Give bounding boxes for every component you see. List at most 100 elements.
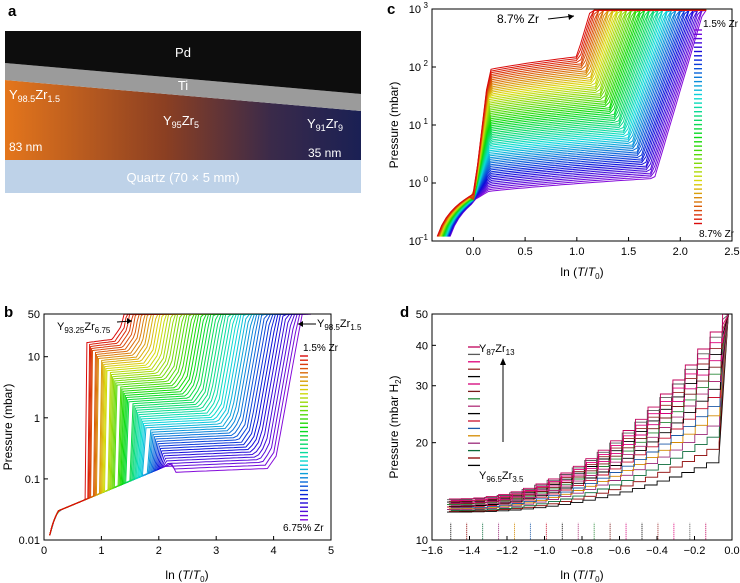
panel-d-ytick-label: 30	[416, 381, 428, 393]
panel-d-letter: d	[400, 304, 409, 321]
composition-mid-label: Y95Zr5	[163, 113, 199, 130]
panel-d-isotherm	[447, 314, 729, 503]
quartz-substrate	[5, 160, 361, 193]
panel-d-xtick-label: −0.4	[646, 545, 668, 557]
panel-c-ytick-label: 10	[409, 120, 421, 132]
panel-b-xtick-label: 5	[328, 545, 334, 557]
panel-c-isotherm	[445, 9, 707, 237]
panel-a-letter: a	[8, 3, 17, 20]
panel-c-isotherm	[446, 9, 707, 237]
panel-c-isotherm	[448, 9, 707, 237]
panel-b-arrow-right-head	[298, 321, 303, 327]
panel-d-xtick-label: −1.4	[459, 545, 481, 557]
panel-d-ytick-label: 50	[416, 309, 428, 321]
panel-b-xtick-label: 1	[98, 545, 104, 557]
panel-c-xtick-label: 2.0	[673, 246, 688, 258]
panel-b-xlabel: ln (T/T0)	[165, 568, 208, 583]
panel-c-ytick-label: 10	[409, 62, 421, 74]
panel-d-xtick-label: 0.0	[724, 545, 739, 557]
panel-d-isotherm	[448, 313, 729, 500]
panel-c-ytick-exponent: 2	[424, 59, 429, 68]
panel-d-xtick-label: −0.2	[684, 545, 706, 557]
panel-d-annotation-bottom: Y96.5Zr3.5	[479, 470, 524, 484]
panel-b-isotherm	[49, 313, 167, 536]
panel-c-isotherm	[441, 9, 707, 237]
panel-d-annotation-top: Y87Zr13	[479, 343, 515, 357]
panel-a: a Pd Ti Y98.5Zr1.5 Y95Zr5 Y91Zr9 83 nm 3…	[5, 3, 361, 193]
panel-d-xlabel: ln (T/T0)	[560, 568, 603, 583]
thickness-right-label: 35 nm	[308, 146, 341, 160]
panel-c-ytick-exponent: −1	[419, 233, 429, 242]
panel-b-curves	[49, 313, 311, 536]
panel-d-legend-bar	[468, 346, 480, 467]
composition-right-label: Y91Zr9	[307, 116, 343, 133]
panel-c-isotherm	[441, 9, 707, 237]
panel-c-isotherm	[448, 9, 707, 237]
panel-c-isotherm	[445, 9, 707, 237]
panel-c-isotherm	[449, 10, 707, 237]
panel-c-isotherm	[445, 9, 707, 237]
panel-c-isotherm	[447, 9, 707, 237]
panel-c-ylabel: Pressure (mbar)	[387, 82, 401, 169]
panel-c-ytick-exponent: 3	[424, 1, 429, 10]
panel-d-isotherm	[450, 314, 729, 511]
panel-b-isotherm	[49, 313, 209, 536]
panel-c-isotherm	[449, 9, 707, 237]
thickness-left-label: 83 nm	[9, 140, 42, 154]
panel-d-isotherm	[447, 314, 729, 501]
panel-d-xtick-label: −0.6	[609, 545, 631, 557]
panel-c-ytick-exponent: 1	[424, 117, 429, 126]
panel-c-isotherm	[446, 9, 707, 237]
panel-b-xtick-label: 0	[41, 545, 47, 557]
panel-c-isotherm	[448, 9, 707, 237]
panel-b-frame	[43, 313, 332, 541]
panel-c-xtick-label: 0.5	[517, 246, 532, 258]
panel-d-ylabel: Pressure (mbar H2)	[387, 375, 403, 478]
panel-c-isotherm	[446, 9, 707, 237]
panel-b-ylabel: Pressure (mbar)	[1, 384, 15, 471]
panel-b-ytick-label: 50	[28, 309, 40, 321]
panel-b-legend-bottom: 6.75% Zr	[283, 523, 324, 534]
panel-b-xtick-label: 2	[156, 545, 162, 557]
panel-c-annotation: 8.7% Zr	[497, 12, 539, 26]
panel-c-letter: c	[387, 1, 395, 18]
panel-c-isotherm	[447, 9, 707, 237]
panel-c-curves	[436, 9, 707, 237]
panel-c-isotherm	[446, 9, 707, 237]
panel-d-isotherm	[448, 314, 729, 512]
panel-c-ytick-exponent: 0	[424, 175, 429, 184]
panel-c-isotherm	[447, 9, 707, 237]
panel-b-isotherm	[49, 313, 261, 536]
panel-c-legend-bottom: 8.7% Zr	[699, 229, 735, 240]
panel-d-ytick-label: 10	[416, 535, 428, 547]
panel-b-annotation-left: Y93.25Zr6.75	[57, 321, 111, 335]
panel-b-arrow-left-head	[127, 318, 132, 324]
panel-b-xtick-label: 3	[213, 545, 219, 557]
panel-c-isotherm	[441, 9, 707, 237]
panel-c-isotherm	[441, 9, 707, 237]
panel-c-xlabel: ln (T/T0)	[560, 265, 603, 281]
panel-c-isotherm	[448, 9, 707, 237]
panel-c-ytick-label: 10	[409, 236, 421, 248]
quartz-label: Quartz (70 × 5 mm)	[126, 170, 239, 185]
yzr-gradient-layer	[5, 80, 361, 160]
panel-c-isotherm	[449, 9, 707, 237]
panel-d-arrow-head	[500, 358, 506, 365]
pd-layer	[5, 31, 361, 94]
panel-b-legend-bar	[300, 355, 308, 521]
panel-d-xtick-label: −0.8	[571, 545, 593, 557]
panel-c-xtick-label: 0.0	[466, 246, 481, 258]
panel-d-ytick-label: 40	[416, 340, 428, 352]
panel-d-xtick-label: −1.6	[421, 545, 443, 557]
panel-d-xtick-label: −1.2	[496, 545, 518, 557]
panel-b: b 0 1 2 3 4 5 0.01 0.1 1 10 50 1.5% Zr 6.75% Zr Y9…	[1, 304, 362, 583]
panel-b-ytick-label: 10	[28, 352, 40, 364]
composition-left-label: Y98.5Zr1.5	[9, 87, 60, 104]
panel-b-isotherm	[49, 313, 198, 536]
panel-c-xtick-label: 1.0	[569, 246, 584, 258]
panel-b-axes: 0 1 2 3 4 5 0.01 0.1 1 10 50	[19, 309, 334, 557]
panel-c-arrow-head	[568, 14, 574, 20]
